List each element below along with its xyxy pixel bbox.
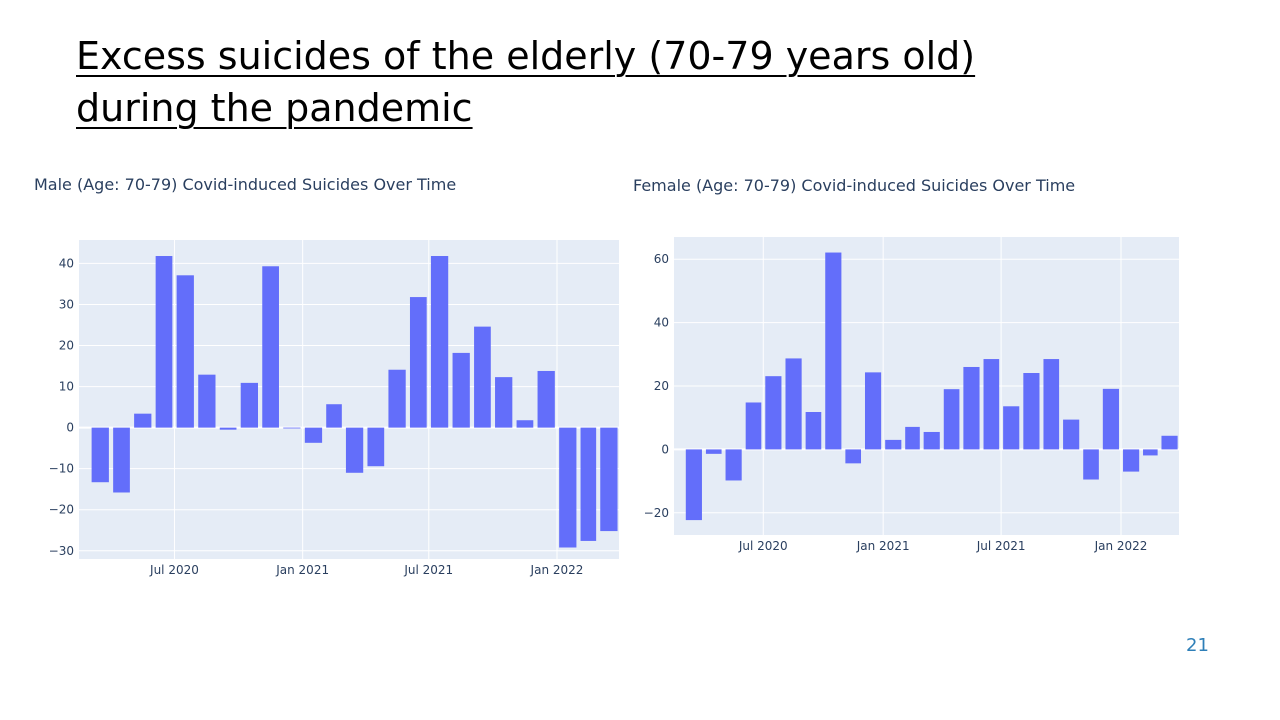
female-bar-2021-03 (923, 431, 940, 450)
female-bar-2021-11 (1083, 449, 1099, 480)
male-y-tick-label-5: −10 (49, 462, 74, 476)
male-bar-2021-10 (495, 377, 513, 428)
female-bar-2020-05 (725, 449, 742, 481)
male-x-tick-label-3: Jan 2022 (530, 563, 584, 577)
male-bar-2021-02 (326, 404, 342, 428)
female-bar-2021-08 (1023, 373, 1040, 450)
female-bar-2020-06 (745, 402, 762, 450)
male-y-tick-label-1: 30 (59, 297, 74, 311)
female-chart-title: Female (Age: 70-79) Covid-induced Suicid… (633, 176, 1076, 195)
male-y-tick-label-0: 40 (59, 256, 74, 270)
female-bar-2021-05 (963, 366, 980, 450)
male-bar-2020-03 (91, 427, 109, 483)
male-y-tick-label-3: 10 (59, 380, 74, 394)
male-bar-2021-05 (388, 369, 406, 428)
female-bar-2021-04 (943, 389, 960, 450)
page-number: 21 (1186, 635, 1209, 656)
female-bar-2020-08 (785, 358, 802, 450)
male-bar-2020-06 (155, 256, 173, 428)
male-bar-2021-03 (345, 427, 364, 473)
female-bar-2020-12 (864, 372, 882, 450)
male-y-tick-label-6: −20 (49, 503, 74, 517)
male-bar-2020-08 (198, 374, 216, 428)
male-x-tick-label-0: Jul 2020 (149, 563, 199, 577)
male-bar-2020-05 (134, 413, 152, 428)
male-y-tick-label-2: 20 (59, 339, 74, 353)
male-bar-2022-01 (559, 427, 577, 548)
female-bar-2021-06 (983, 359, 1000, 450)
female-bar-2021-12 (1102, 388, 1119, 450)
female-bar-2020-10 (825, 252, 842, 450)
male-bar-2020-04 (113, 427, 130, 493)
male-bar-2020-09 (219, 427, 237, 430)
female-bar-2022-02 (1143, 449, 1158, 456)
male-bar-2022-02 (580, 427, 597, 541)
female-bar-2021-07 (1003, 406, 1020, 450)
male-y-tick-label-7: −30 (49, 544, 74, 558)
male-bar-2021-01 (304, 427, 323, 443)
female-bar-2020-03 (685, 449, 702, 521)
male-bar-2021-09 (474, 326, 491, 428)
male-bar-2021-11 (516, 420, 534, 428)
female-y-tick-label-3: 0 (661, 442, 669, 456)
slide-title: Excess suicides of the elderly (70-79 ye… (76, 30, 1076, 134)
female-x-tick-label-3: Jan 2022 (1094, 539, 1148, 553)
male-bar-2021-04 (367, 427, 385, 467)
male-bar-2020-10 (240, 382, 259, 428)
male-chart-title: Male (Age: 70-79) Covid-induced Suicides… (34, 175, 457, 194)
female-y-tick-label-0: 60 (654, 252, 669, 266)
male-bar-2021-08 (452, 352, 470, 428)
male-bar-2022-03 (600, 427, 618, 532)
male-x-tick-label-2: Jul 2021 (403, 563, 453, 577)
female-bar-2021-01 (885, 439, 902, 450)
female-bar-2021-10 (1063, 419, 1080, 450)
female-x-tick-label-0: Jul 2020 (738, 539, 788, 553)
male-bar-2020-11 (262, 266, 279, 428)
male-bar-2020-12 (283, 427, 301, 429)
female-y-tick-label-2: 20 (654, 379, 669, 393)
male-bar-2020-07 (176, 275, 194, 428)
female-bar-2020-07 (765, 376, 782, 450)
female-bar-2022-01 (1123, 449, 1140, 472)
slide-title-line-1: Excess suicides of the elderly (70-79 ye… (76, 34, 976, 78)
female-y-tick-label-1: 40 (654, 316, 669, 330)
female-bar-2022-03 (1161, 435, 1178, 450)
male-y-tick-label-4: 0 (66, 421, 74, 435)
male-bar-2021-06 (409, 297, 427, 428)
female-bar-2021-09 (1043, 359, 1060, 450)
male-x-tick-label-1: Jan 2021 (275, 563, 329, 577)
female-x-tick-label-2: Jul 2021 (976, 539, 1026, 553)
female-y-tick-label-4: −20 (644, 506, 669, 520)
female-bar-2020-04 (705, 449, 722, 454)
female-bar-2020-09 (805, 411, 822, 450)
male-bar-2021-07 (430, 256, 449, 428)
female-bar-2021-02 (905, 426, 920, 450)
female-x-tick-label-1: Jan 2021 (856, 539, 910, 553)
female-bar-2020-11 (845, 449, 862, 464)
slide-title-line-2: during the pandemic (76, 86, 473, 130)
male-bar-2021-12 (537, 370, 555, 428)
